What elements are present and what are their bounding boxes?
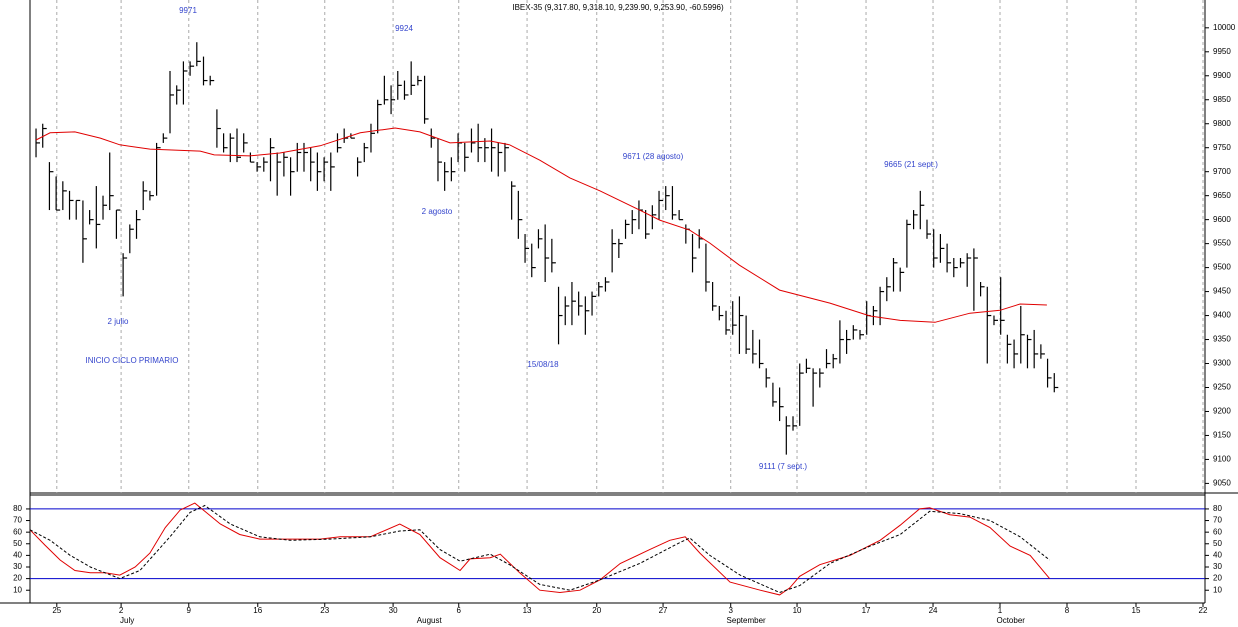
x-tick-label: 3: [728, 606, 733, 615]
y-tick-label: 20: [13, 574, 22, 583]
y-tick-label: 40: [1213, 550, 1222, 559]
y-tick-label: 9300: [1213, 359, 1231, 368]
y-tick-label: 10: [13, 585, 22, 594]
y-tick-label: 9450: [1213, 287, 1231, 296]
x-tick-label: 20: [592, 606, 601, 615]
y-tick-label: 9100: [1213, 455, 1231, 464]
x-tick-label: 6: [457, 606, 462, 615]
moving-average: [35, 127, 1047, 323]
x-tick-label: 9: [187, 606, 192, 615]
y-tick-label: 9600: [1213, 215, 1231, 224]
month-label: August: [417, 616, 443, 625]
y-tick-label: 9550: [1213, 239, 1231, 248]
y-tick-label: 50: [1213, 539, 1222, 548]
y-tick-label: 9250: [1213, 383, 1231, 392]
month-label: July: [120, 616, 134, 625]
y-tick-label: 9750: [1213, 143, 1231, 152]
y-tick-label: 9850: [1213, 95, 1231, 104]
x-tick-label: 25: [52, 606, 61, 615]
annotation: 9665 (21 sept.): [884, 160, 938, 169]
annotation: 9924: [395, 24, 413, 33]
annotation: 2 julio: [108, 317, 129, 326]
annotation: 15/08/18: [527, 360, 559, 369]
y-tick-label: 60: [1213, 527, 1222, 536]
x-tick-label: 15: [1132, 606, 1141, 615]
y-tick-label: 9400: [1213, 311, 1231, 320]
y-tick-label: 9650: [1213, 191, 1231, 200]
y-tick-label: 80: [1213, 504, 1222, 513]
month-label: September: [727, 616, 766, 625]
y-tick-label: 10: [1213, 585, 1222, 594]
x-tick-label: 22: [1199, 606, 1208, 615]
y-tick-label: 80: [13, 504, 22, 513]
y-tick-label: 9800: [1213, 119, 1231, 128]
y-tick-label: 9900: [1213, 71, 1231, 80]
y-tick-label: 9350: [1213, 335, 1231, 344]
y-tick-label: 10000: [1213, 23, 1236, 32]
y-tick-label: 30: [13, 562, 22, 571]
annotation: INICIO CICLO PRIMARIO: [86, 356, 179, 365]
chart-title: IBEX-35 (9,317.80, 9,318.10, 9,239.90, 9…: [512, 3, 724, 12]
x-tick-label: 23: [320, 606, 329, 615]
x-tick-label: 2: [119, 606, 124, 615]
annotation: 9111 (7 sept.): [759, 462, 808, 471]
y-tick-label: 20: [1213, 574, 1222, 583]
x-tick-label: 13: [523, 606, 532, 615]
annotation: 2 agosto: [422, 207, 453, 216]
y-tick-label: 30: [1213, 562, 1222, 571]
x-tick-label: 8: [1065, 606, 1070, 615]
annotation: 9671 (28 agosto): [623, 152, 684, 161]
oscillator-line: [29, 504, 1050, 594]
y-tick-label: 60: [13, 527, 22, 536]
y-tick-label: 70: [1213, 516, 1222, 525]
x-tick-label: 16: [253, 606, 262, 615]
x-tick-label: 10: [793, 606, 802, 615]
y-tick-label: 40: [13, 550, 22, 559]
y-tick-label: 9950: [1213, 47, 1231, 56]
y-tick-label: 9500: [1213, 263, 1231, 272]
y-tick-label: 9700: [1213, 167, 1231, 176]
x-tick-label: 17: [862, 606, 871, 615]
y-tick-label: 9150: [1213, 431, 1231, 440]
annotation: 9971: [179, 6, 197, 15]
x-tick-label: 1: [998, 606, 1003, 615]
month-label: October: [996, 616, 1025, 625]
oscillator-line: [29, 502, 1050, 596]
y-tick-label: 70: [13, 516, 22, 525]
y-tick-label: 50: [13, 539, 22, 548]
y-tick-label: 9050: [1213, 479, 1231, 488]
x-tick-label: 24: [929, 606, 938, 615]
x-tick-label: 30: [389, 606, 398, 615]
x-tick-label: 27: [659, 606, 668, 615]
y-tick-label: 9200: [1213, 407, 1231, 416]
